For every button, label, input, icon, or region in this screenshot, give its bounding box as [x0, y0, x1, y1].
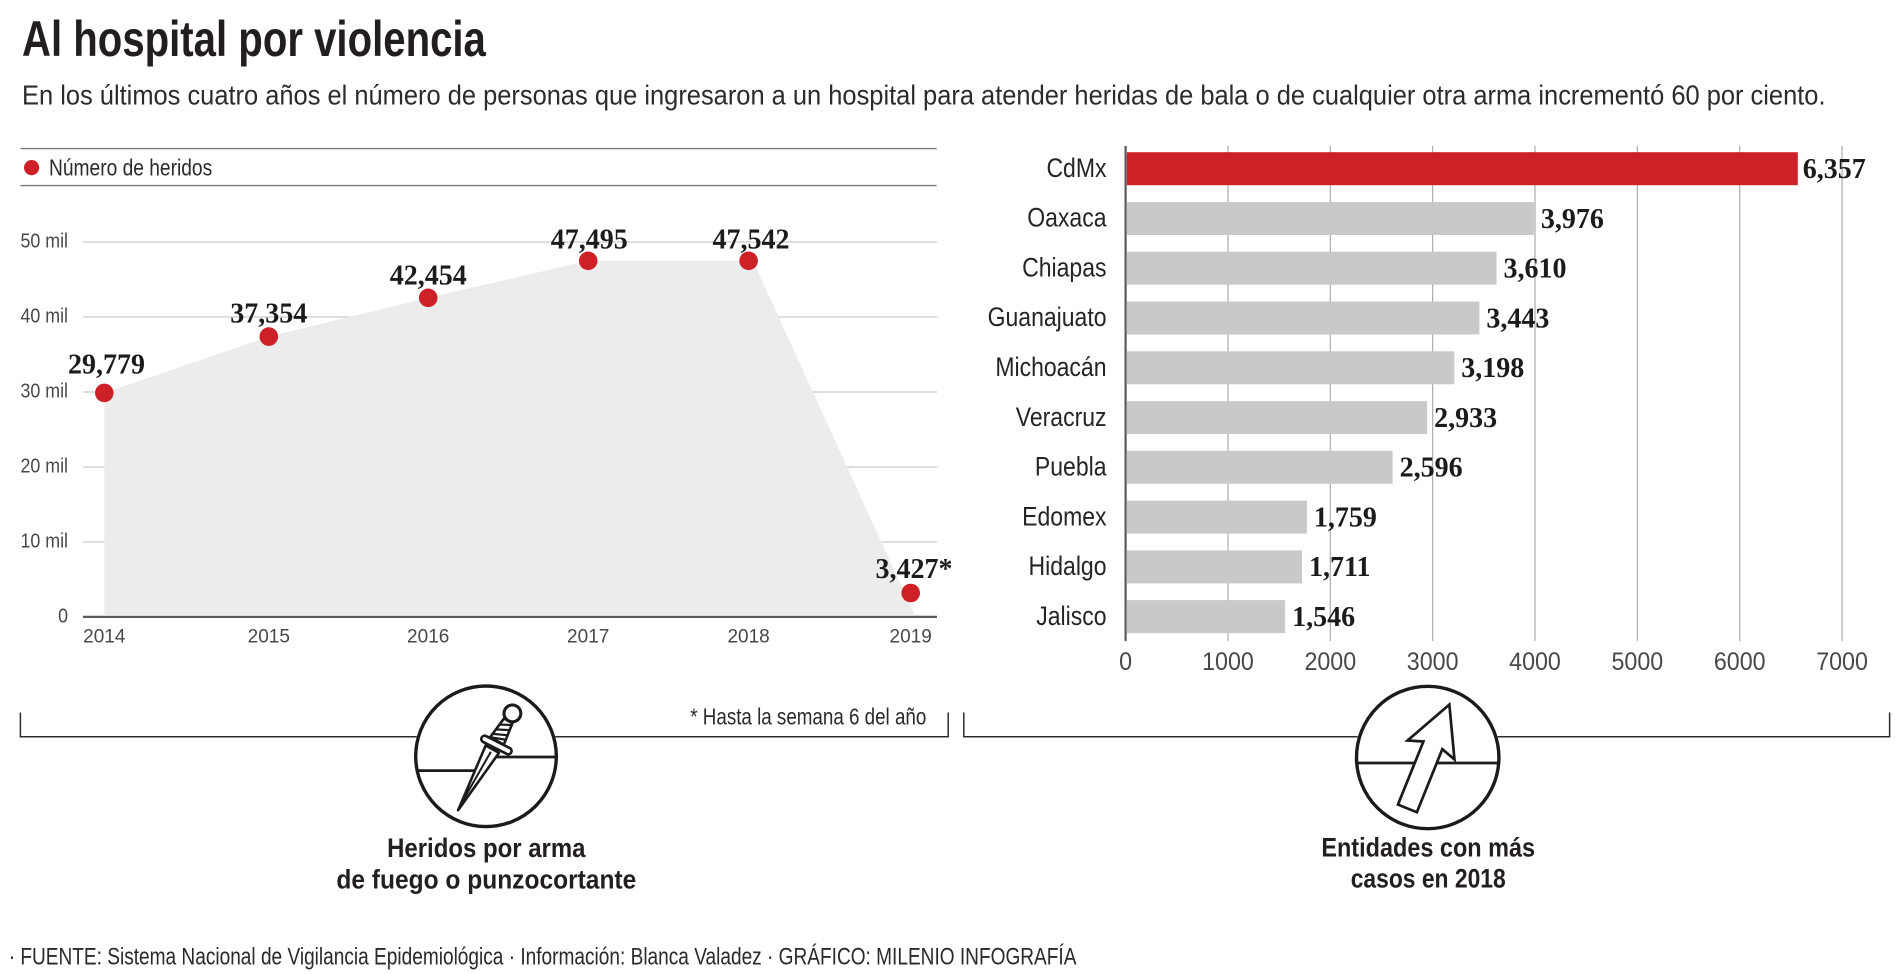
svg-text:Veracruz: Veracruz	[1016, 403, 1107, 432]
svg-text:1,711: 1,711	[1309, 552, 1370, 583]
svg-text:6,357: 6,357	[1803, 154, 1866, 185]
svg-text:Puebla: Puebla	[1035, 453, 1107, 482]
svg-text:37,354: 37,354	[230, 299, 307, 330]
svg-text:3,443: 3,443	[1486, 303, 1549, 334]
svg-text:7000: 7000	[1816, 648, 1868, 676]
svg-text:0: 0	[58, 606, 68, 628]
svg-text:En los últimos cuatro años el: En los últimos cuatro años el número de …	[22, 79, 1826, 110]
svg-text:de fuego o punzocortante: de fuego o punzocortante	[336, 865, 636, 894]
svg-text:2016: 2016	[407, 627, 449, 648]
svg-text:2018: 2018	[727, 627, 769, 648]
svg-text:2015: 2015	[248, 627, 290, 648]
svg-text:40 mil: 40 mil	[21, 306, 68, 328]
svg-text:10 mil: 10 mil	[21, 531, 68, 553]
svg-text:2019: 2019	[890, 627, 932, 648]
svg-text:2000: 2000	[1304, 648, 1356, 676]
svg-text:1000: 1000	[1202, 648, 1254, 676]
svg-text:Número de heridos: Número de heridos	[49, 156, 212, 181]
svg-text:3,198: 3,198	[1461, 353, 1524, 384]
svg-text:29,779: 29,779	[68, 350, 145, 381]
svg-text:47,495: 47,495	[551, 224, 628, 255]
svg-text:* Hasta la semana 6 del año: * Hasta la semana 6 del año	[690, 703, 926, 730]
svg-text:Chiapas: Chiapas	[1022, 254, 1106, 283]
svg-text:Heridos por arma: Heridos por arma	[387, 834, 586, 864]
svg-text:4000: 4000	[1509, 648, 1561, 676]
svg-text:Oaxaca: Oaxaca	[1027, 204, 1106, 233]
svg-text:30 mil: 30 mil	[21, 381, 68, 403]
svg-text:Al hospital por violencia: Al hospital por violencia	[22, 11, 487, 67]
svg-text:47,542: 47,542	[713, 224, 790, 255]
svg-text:2017: 2017	[567, 627, 609, 648]
svg-text:Hidalgo: Hidalgo	[1029, 553, 1107, 582]
svg-text:2,596: 2,596	[1400, 453, 1463, 484]
svg-text:2014: 2014	[83, 627, 126, 648]
svg-text:· FUENTE: Sistema Nacional de: · FUENTE: Sistema Nacional de Vigilancia…	[9, 943, 1077, 971]
svg-text:Guanajuato: Guanajuato	[988, 304, 1107, 333]
svg-text:42,454: 42,454	[390, 261, 467, 292]
svg-text:3,976: 3,976	[1541, 204, 1604, 235]
svg-text:Edomex: Edomex	[1022, 503, 1107, 532]
svg-text:0: 0	[1119, 648, 1132, 676]
svg-text:CdMx: CdMx	[1046, 154, 1107, 183]
svg-text:casos en 2018: casos en 2018	[1351, 864, 1506, 894]
svg-text:Michoacán: Michoacán	[995, 354, 1106, 383]
svg-text:3,427*: 3,427*	[876, 554, 953, 585]
svg-text:1,546: 1,546	[1292, 602, 1355, 633]
svg-text:6000: 6000	[1714, 648, 1766, 676]
svg-text:1,759: 1,759	[1314, 502, 1377, 533]
svg-text:Entidades con más: Entidades con más	[1321, 833, 1535, 863]
svg-text:3000: 3000	[1407, 648, 1459, 676]
svg-text:5000: 5000	[1612, 648, 1664, 676]
svg-text:50 mil: 50 mil	[21, 231, 68, 253]
svg-text:Jalisco: Jalisco	[1036, 602, 1106, 631]
svg-text:3,610: 3,610	[1504, 254, 1567, 285]
svg-text:20 mil: 20 mil	[21, 456, 68, 478]
svg-text:2,933: 2,933	[1434, 403, 1497, 434]
